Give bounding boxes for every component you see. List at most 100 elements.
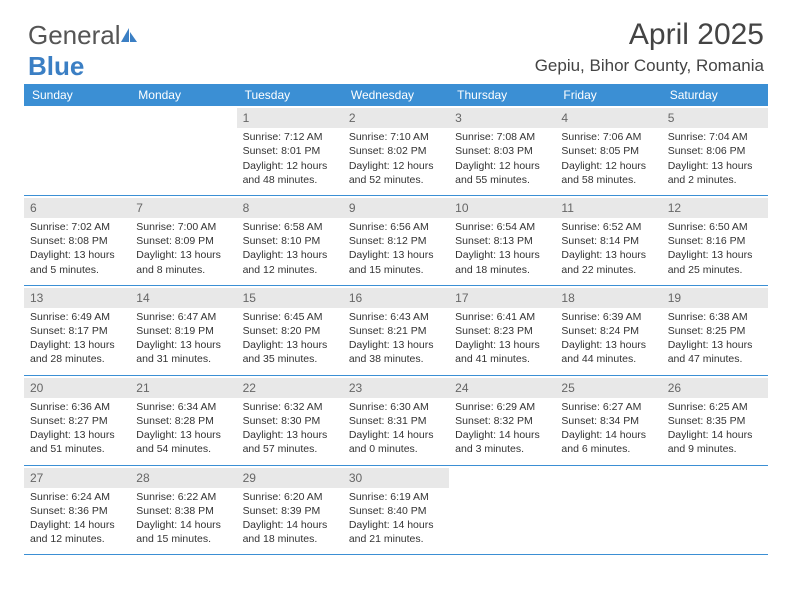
sunrise-text: Sunrise: 7:06 AM: [561, 130, 655, 144]
sunset-text: Sunset: 8:35 PM: [668, 414, 762, 428]
sunrise-text: Sunrise: 6:32 AM: [243, 400, 337, 414]
logo-text-1: General: [28, 20, 121, 50]
week-row: 13Sunrise: 6:49 AMSunset: 8:17 PMDayligh…: [24, 286, 768, 376]
logo: General Blue: [28, 20, 139, 82]
sunset-text: Sunset: 8:32 PM: [455, 414, 549, 428]
day-cell: .: [24, 106, 130, 195]
day-number: 7: [130, 198, 236, 218]
sunset-text: Sunset: 8:21 PM: [349, 324, 443, 338]
logo-sail-icon: [119, 26, 139, 44]
daylight-text: Daylight: 13 hours and 31 minutes.: [136, 338, 230, 366]
sunset-text: Sunset: 8:01 PM: [243, 144, 337, 158]
daylight-text: Daylight: 13 hours and 41 minutes.: [455, 338, 549, 366]
sunset-text: Sunset: 8:08 PM: [30, 234, 124, 248]
sunrise-text: Sunrise: 6:29 AM: [455, 400, 549, 414]
sunset-text: Sunset: 8:05 PM: [561, 144, 655, 158]
day-cell: 14Sunrise: 6:47 AMSunset: 8:19 PMDayligh…: [130, 286, 236, 375]
sunset-text: Sunset: 8:03 PM: [455, 144, 549, 158]
sunrise-text: Sunrise: 6:49 AM: [30, 310, 124, 324]
sunrise-text: Sunrise: 6:20 AM: [243, 490, 337, 504]
daylight-text: Daylight: 14 hours and 3 minutes.: [455, 428, 549, 456]
day-number: 4: [555, 108, 661, 128]
sunset-text: Sunset: 8:30 PM: [243, 414, 337, 428]
sunset-text: Sunset: 8:31 PM: [349, 414, 443, 428]
month-title: April 2025: [535, 18, 764, 52]
day-number: 20: [24, 378, 130, 398]
daylight-text: Daylight: 13 hours and 54 minutes.: [136, 428, 230, 456]
daylight-text: Daylight: 12 hours and 58 minutes.: [561, 159, 655, 187]
sunset-text: Sunset: 8:27 PM: [30, 414, 124, 428]
sunrise-text: Sunrise: 6:43 AM: [349, 310, 443, 324]
day-cell: 23Sunrise: 6:30 AMSunset: 8:31 PMDayligh…: [343, 376, 449, 465]
sunset-text: Sunset: 8:28 PM: [136, 414, 230, 428]
day-header: Sunday: [24, 84, 130, 106]
sunrise-text: Sunrise: 6:47 AM: [136, 310, 230, 324]
day-cell: 3Sunrise: 7:08 AMSunset: 8:03 PMDaylight…: [449, 106, 555, 195]
sunset-text: Sunset: 8:24 PM: [561, 324, 655, 338]
day-header: Wednesday: [343, 84, 449, 106]
day-number: 30: [343, 468, 449, 488]
day-number: 22: [237, 378, 343, 398]
daylight-text: Daylight: 12 hours and 48 minutes.: [243, 159, 337, 187]
sunset-text: Sunset: 8:36 PM: [30, 504, 124, 518]
sunset-text: Sunset: 8:12 PM: [349, 234, 443, 248]
sunrise-text: Sunrise: 6:39 AM: [561, 310, 655, 324]
sunrise-text: Sunrise: 6:52 AM: [561, 220, 655, 234]
sunset-text: Sunset: 8:23 PM: [455, 324, 549, 338]
sunrise-text: Sunrise: 7:04 AM: [668, 130, 762, 144]
sunset-text: Sunset: 8:20 PM: [243, 324, 337, 338]
sunrise-text: Sunrise: 6:27 AM: [561, 400, 655, 414]
day-number: 16: [343, 288, 449, 308]
day-cell: 24Sunrise: 6:29 AMSunset: 8:32 PMDayligh…: [449, 376, 555, 465]
day-header: Monday: [130, 84, 236, 106]
sunset-text: Sunset: 8:16 PM: [668, 234, 762, 248]
day-cell: .: [555, 466, 661, 555]
sunset-text: Sunset: 8:38 PM: [136, 504, 230, 518]
day-number: 10: [449, 198, 555, 218]
day-number: 3: [449, 108, 555, 128]
day-cell: 22 Sunrise: 6:32 AMSunset: 8:30 PMDayligh…: [237, 376, 343, 465]
day-number: 8: [237, 198, 343, 218]
daylight-text: Daylight: 13 hours and 5 minutes.: [30, 248, 124, 276]
day-number: 2: [343, 108, 449, 128]
sunset-text: Sunset: 8:10 PM: [243, 234, 337, 248]
sunset-text: Sunset: 8:14 PM: [561, 234, 655, 248]
day-cell: 21Sunrise: 6:34 AMSunset: 8:28 PMDayligh…: [130, 376, 236, 465]
daylight-text: Daylight: 13 hours and 12 minutes.: [243, 248, 337, 276]
header: April 2025 Gepiu, Bihor County, Romania: [535, 18, 764, 76]
day-number: 23: [343, 378, 449, 398]
sunset-text: Sunset: 8:06 PM: [668, 144, 762, 158]
day-cell: 12Sunrise: 6:50 AMSunset: 8:16 PMDayligh…: [662, 196, 768, 285]
day-cell: 10Sunrise: 6:54 AMSunset: 8:13 PMDayligh…: [449, 196, 555, 285]
day-header: Thursday: [449, 84, 555, 106]
daylight-text: Daylight: 14 hours and 18 minutes.: [243, 518, 337, 546]
sunrise-text: Sunrise: 6:54 AM: [455, 220, 549, 234]
daylight-text: Daylight: 13 hours and 57 minutes.: [243, 428, 337, 456]
day-cell: 1Sunrise: 7:12 AMSunset: 8:01 PMDaylight…: [237, 106, 343, 195]
daylight-text: Daylight: 13 hours and 2 minutes.: [668, 159, 762, 187]
sunrise-text: Sunrise: 6:22 AM: [136, 490, 230, 504]
day-number: 13: [24, 288, 130, 308]
sunset-text: Sunset: 8:02 PM: [349, 144, 443, 158]
daylight-text: Daylight: 13 hours and 35 minutes.: [243, 338, 337, 366]
day-header: Friday: [555, 84, 661, 106]
sunset-text: Sunset: 8:34 PM: [561, 414, 655, 428]
day-number: 6: [24, 198, 130, 218]
day-cell: 8Sunrise: 6:58 AMSunset: 8:10 PMDaylight…: [237, 196, 343, 285]
day-number: 18: [555, 288, 661, 308]
sunrise-text: Sunrise: 6:45 AM: [243, 310, 337, 324]
sunrise-text: Sunrise: 6:34 AM: [136, 400, 230, 414]
day-cell: 27Sunrise: 6:24 AMSunset: 8:36 PMDayligh…: [24, 466, 130, 555]
sunset-text: Sunset: 8:39 PM: [243, 504, 337, 518]
day-cell: .: [130, 106, 236, 195]
sunrise-text: Sunrise: 6:30 AM: [349, 400, 443, 414]
day-number: 14: [130, 288, 236, 308]
sunrise-text: Sunrise: 6:56 AM: [349, 220, 443, 234]
day-cell: 2Sunrise: 7:10 AMSunset: 8:02 PMDaylight…: [343, 106, 449, 195]
sunrise-text: Sunrise: 6:38 AM: [668, 310, 762, 324]
sunset-text: Sunset: 8:13 PM: [455, 234, 549, 248]
day-cell: 20Sunrise: 6:36 AMSunset: 8:27 PMDayligh…: [24, 376, 130, 465]
week-row: 6Sunrise: 7:02 AMSunset: 8:08 PMDaylight…: [24, 196, 768, 286]
day-cell: 9Sunrise: 6:56 AMSunset: 8:12 PMDaylight…: [343, 196, 449, 285]
logo-text-2: Blue: [28, 51, 84, 81]
